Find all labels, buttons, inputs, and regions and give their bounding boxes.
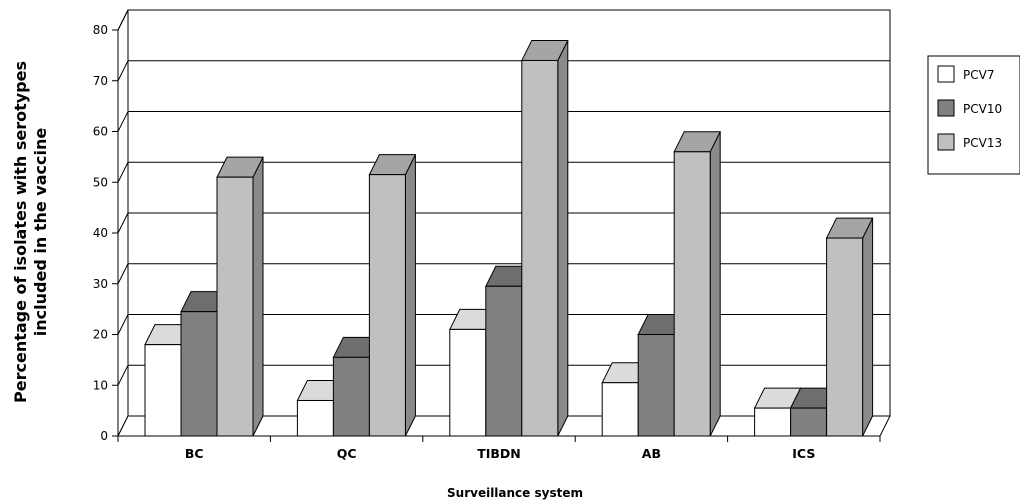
category-label: BC [185,446,204,461]
bar-front [637,334,675,437]
bar-front [144,344,182,437]
gridlines [117,9,890,386]
legend-label-pcv7: PCV7 [963,68,994,82]
y-tick-label: 80 [93,23,108,37]
bar-front [790,407,828,437]
legend: PCV7 PCV10 PCV13 [927,55,1020,175]
y-axis-title-line-1: Percentage of isolates with serotypes [11,61,30,403]
bar-front [296,399,334,437]
y-tick-label: 50 [93,175,108,189]
x-axis-title: Surveillance system [447,486,583,500]
legend-swatch-pcv13 [937,133,955,151]
y-tick-label: 30 [93,277,108,291]
bar-front [216,176,254,437]
category-label: QC [337,446,357,461]
category-label: AB [642,446,661,461]
gridline [117,111,890,132]
legend-swatch-pcv10 [937,99,955,117]
gridline [117,212,890,234]
bar-front [485,285,523,437]
gridline [117,60,890,81]
gridline [117,314,890,335]
bar-front [332,356,370,437]
bar-side [709,131,721,437]
category-label: TIBDN [477,446,521,461]
y-axis-title: Percentage of isolates with serotypes in… [11,61,50,403]
bar-pcv13-ics [825,217,874,437]
bar-pcv13-qc [368,154,417,437]
bar-front [826,237,864,437]
gridline [117,263,890,284]
bar-side [404,154,416,437]
legend-label-pcv10: PCV10 [963,102,1002,116]
bar-pcv13-tibdn [520,39,569,437]
y-tick-label: 20 [93,328,108,342]
bar-front [180,311,218,437]
x-axis: BC QC TIBDN AB ICS [117,435,881,461]
bar-front [449,328,487,437]
bar-front [368,174,406,437]
y-tick-label: 70 [93,74,108,88]
bar-side [252,156,264,437]
legend-swatch-pcv7 [937,65,955,83]
y-tick-label: 60 [93,125,108,139]
bar-front [754,407,792,437]
bar-side [862,217,874,437]
gridline [117,161,890,183]
bars [144,39,874,437]
y-axis: 0 10 20 30 40 50 60 70 80 [93,23,119,443]
y-axis-title-line-2: included in the vaccine [31,128,50,337]
bar-front [601,382,639,437]
y-tick-label: 40 [93,226,108,240]
bar-side [557,40,569,437]
bar-front [521,59,559,437]
y-tick-label: 10 [93,378,108,392]
gridline [117,9,890,31]
bar-pcv13-bc [216,156,264,437]
y-tick-label: 0 [100,429,108,443]
legend-label-pcv13: PCV13 [963,136,1002,150]
category-label: ICS [792,446,815,461]
bar-front [673,151,711,437]
bar-pcv13-ab [673,131,722,437]
